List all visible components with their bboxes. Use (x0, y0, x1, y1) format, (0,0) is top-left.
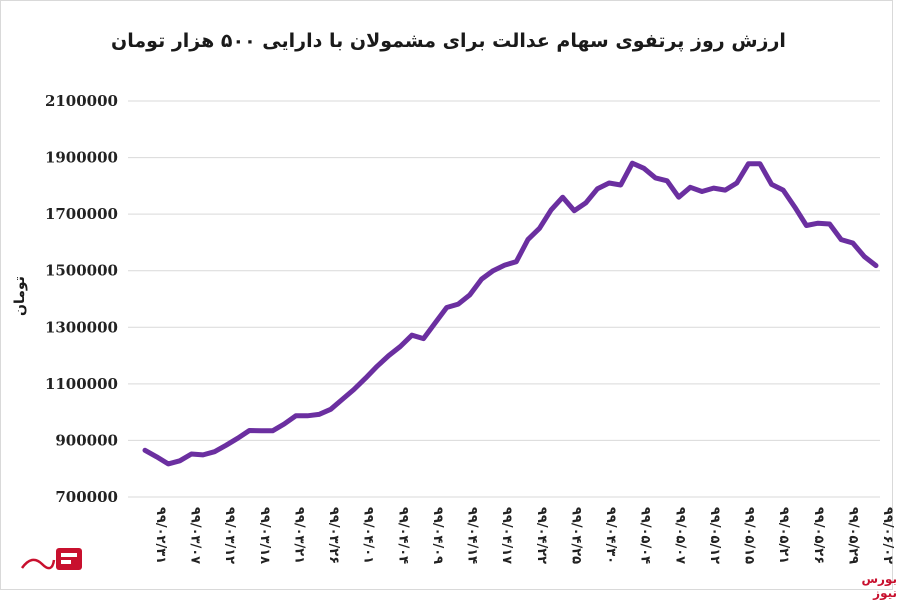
bourse-news-logo (20, 548, 82, 570)
x-tick-label: ۹۹/۰۳/۰۷ (188, 507, 203, 564)
x-tick-label: ۹۹/۰۳/۱۲ (222, 507, 237, 564)
x-tick-label: ۹۹/۰۵/۰۷ (672, 507, 687, 564)
y-tick-labels: 700000 900000 1100000 1300000 1500000 1700000… (45, 92, 118, 506)
x-tick-label: ۹۹/۰۵/۲۶ (811, 507, 826, 564)
x-tick-label: ۹۹/۰۴/۳۰ (603, 507, 618, 564)
y-tick-label: 1500000 (45, 262, 118, 280)
x-tick-label: ۹۹/۰۵/۱۲ (707, 507, 722, 564)
x-tick-label: ۹۹/۰۴/۰۹ (430, 507, 445, 564)
y-tick-label: 900000 (55, 431, 118, 449)
x-tick-label: ۹۹/۰۴/۰۴ (395, 507, 410, 564)
x-tick-label: ۹۹/۰۶/۰۲ (880, 507, 895, 564)
chart-title: ارزش روز پرتفوی سهام عدالت برای مشمولان … (111, 30, 786, 52)
x-tick-label: ۹۹/۰۲/۳۱ (153, 507, 168, 564)
logo-mark-icon (56, 548, 82, 570)
series-line (142, 160, 879, 467)
y-tick-label: 1100000 (45, 375, 118, 393)
x-tick-label: ۹۹/۰۴/۱۷ (499, 507, 514, 564)
y-tick-label: 1900000 (45, 149, 118, 167)
x-tick-label: ۹۹/۰۳/۲۱ (291, 507, 306, 564)
x-tick-label: ۹۹/۰۴/۲۵ (568, 507, 583, 564)
x-tick-label: ۹۹/۰۴/۱۴ (465, 507, 480, 564)
y-tick-label: 700000 (55, 488, 118, 506)
y-tick-label: 2100000 (45, 92, 118, 110)
y-tick-label: 1700000 (45, 205, 118, 223)
y-tick-label: 1300000 (45, 318, 118, 336)
x-tick-label: ۹۹/۰۳/۲۶ (326, 507, 341, 564)
x-tick-label: ۹۹/۰۴/۰۱ (361, 507, 376, 564)
x-tick-label: ۹۹/۰۵/۱۵ (742, 507, 757, 564)
x-tick-label: ۹۹/۰۵/۰۴ (638, 507, 653, 564)
x-tick-label: ۹۹/۰۵/۲۱ (776, 507, 791, 564)
x-tick-label: ۹۹/۰۳/۱۸ (257, 507, 272, 564)
x-tick-label: ۹۹/۰۴/۲۲ (534, 507, 549, 564)
chart-frame (0, 0, 893, 590)
series-layer (142, 160, 879, 467)
x-tick-label: ۹۹/۰۵/۲۹ (845, 507, 860, 564)
grid-lines (128, 100, 880, 498)
x-tick-labels: ۹۹/۰۲/۳۱ ۹۹/۰۳/۰۷ ۹۹/۰۳/۱۲ ۹۹/۰۳/۱۸ ۹۹/۰۳/۲۱… (153, 507, 895, 564)
